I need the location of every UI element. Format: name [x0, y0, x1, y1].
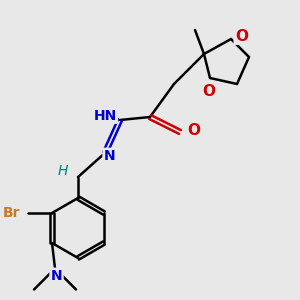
Text: N: N	[104, 149, 115, 163]
Text: H: H	[58, 164, 68, 178]
Text: Br: Br	[3, 206, 20, 220]
Text: N: N	[51, 269, 62, 283]
Text: HN: HN	[93, 109, 117, 122]
Text: O: O	[235, 28, 248, 44]
Text: O: O	[202, 84, 215, 99]
Text: O: O	[187, 123, 200, 138]
